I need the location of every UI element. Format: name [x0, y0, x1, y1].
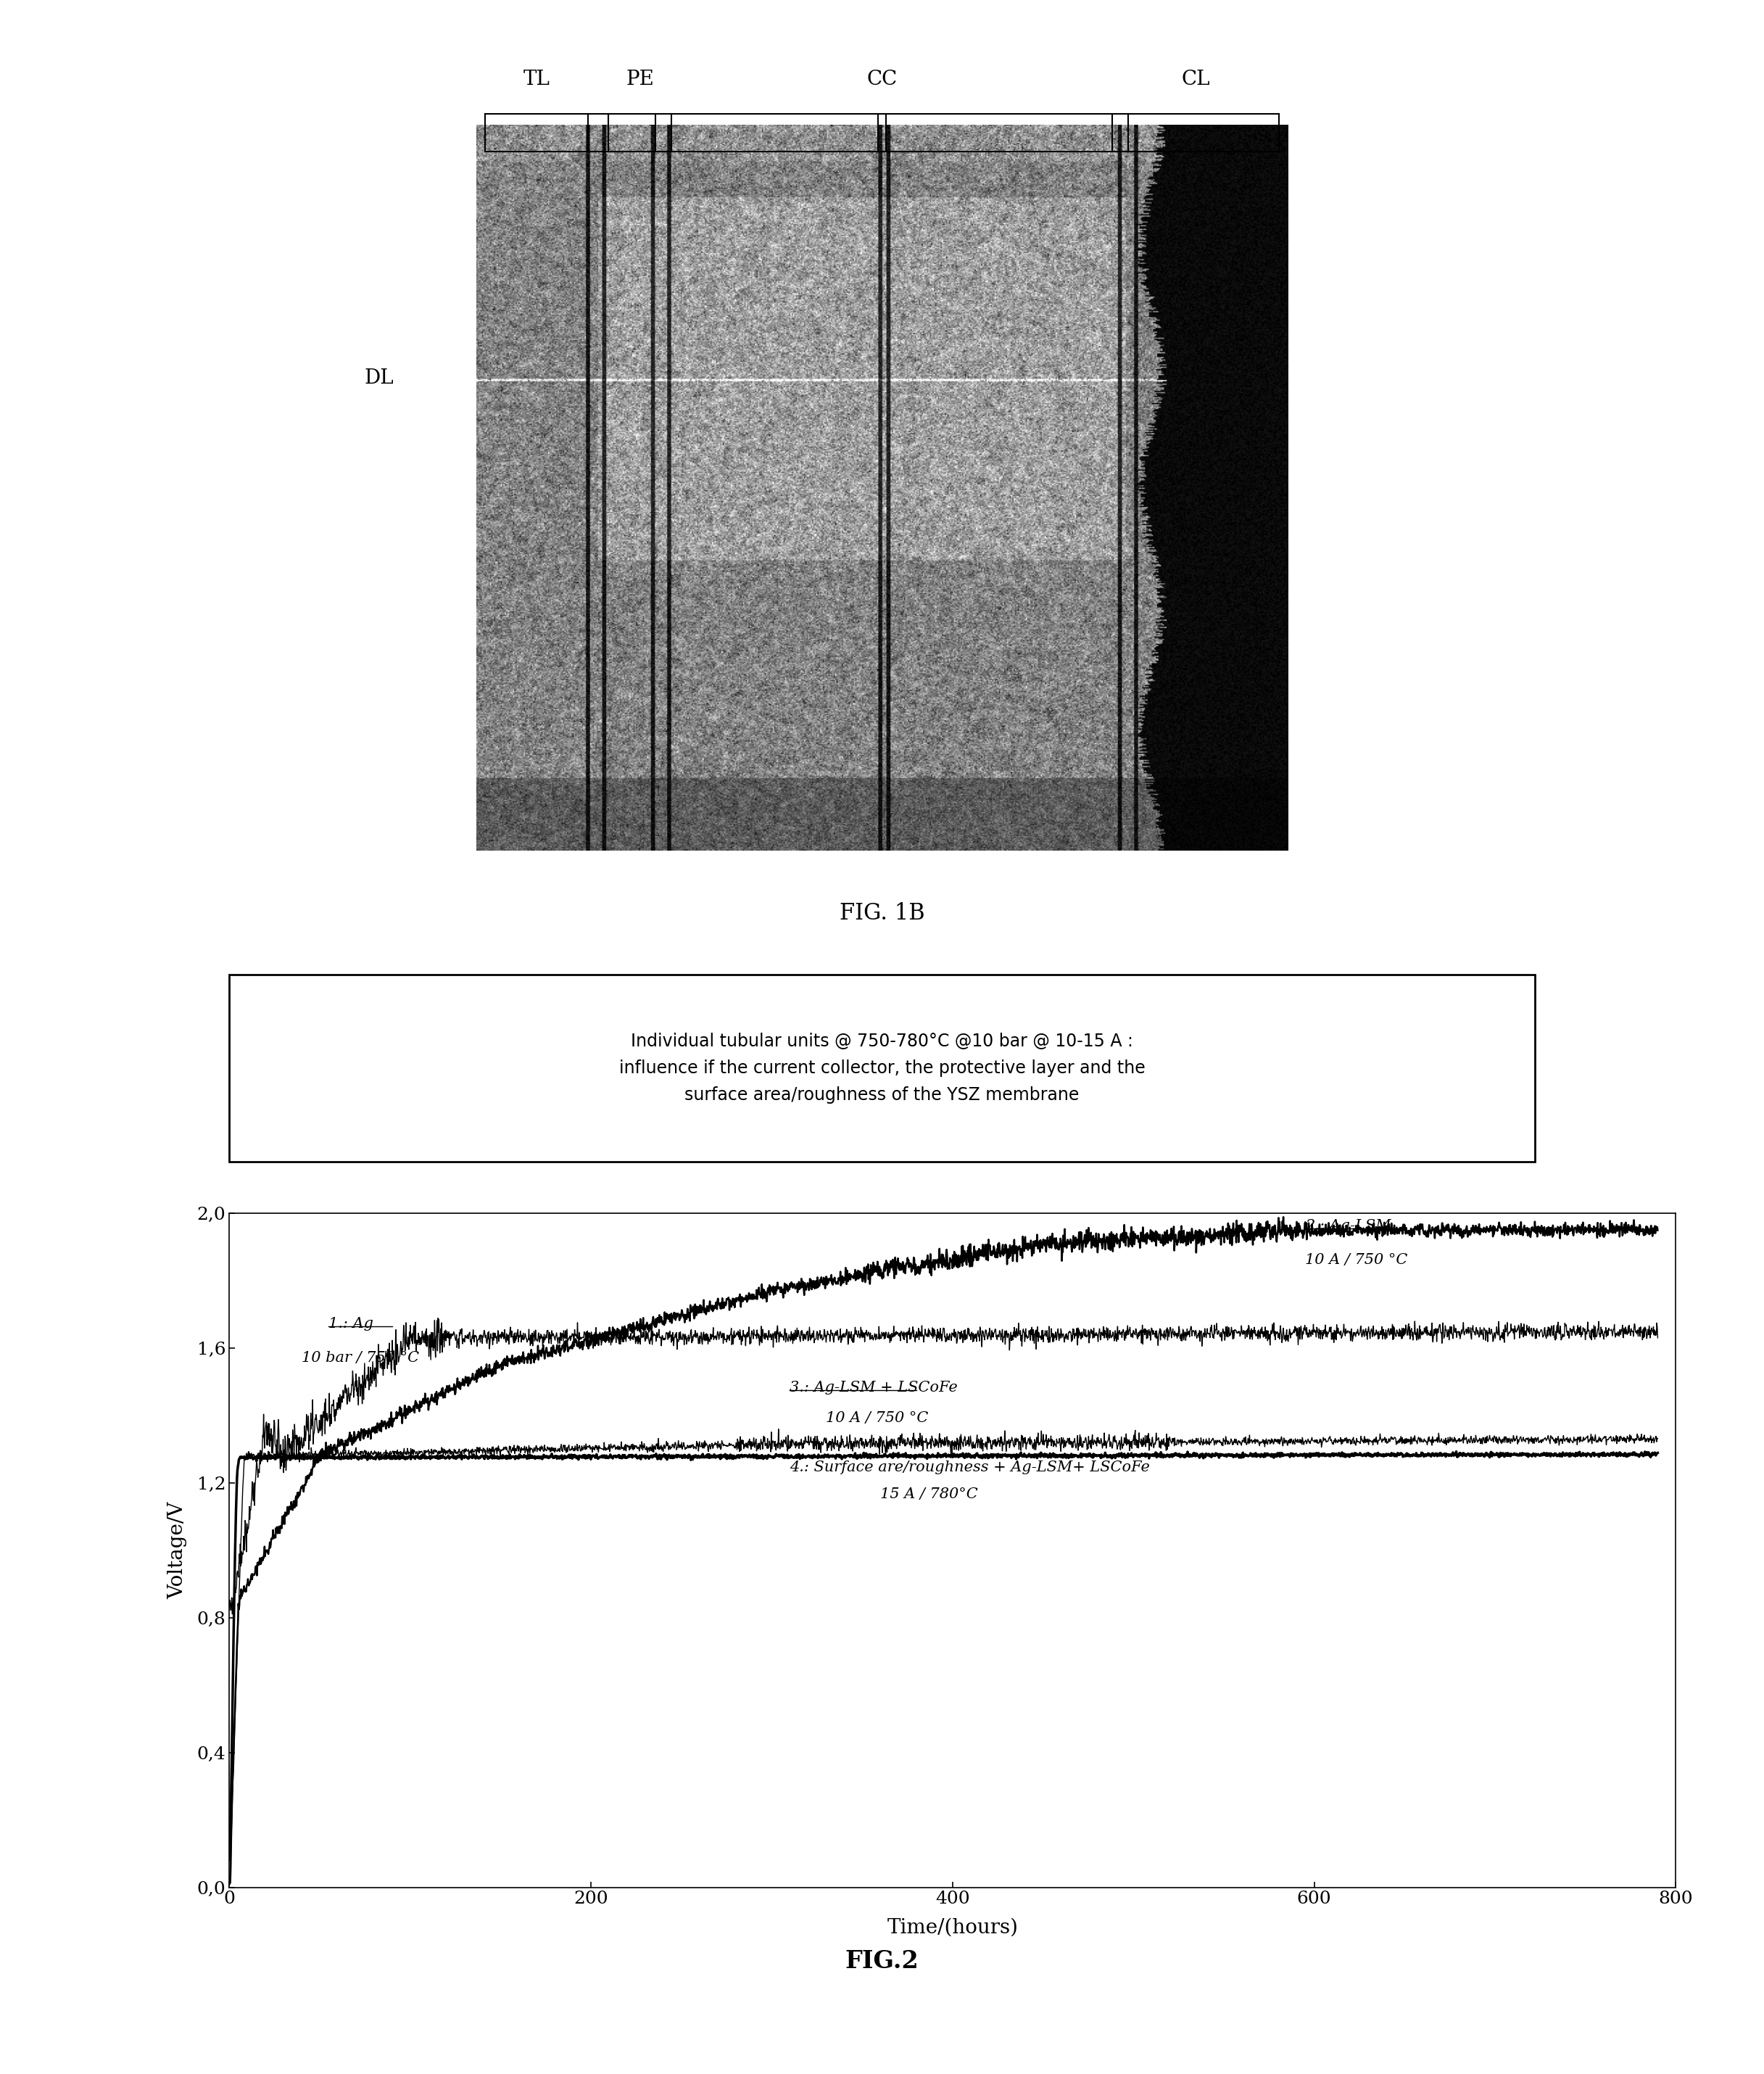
- Text: Individual tubular units @ 750-780°C @10 bar @ 10-15 A :
influence if the curren: Individual tubular units @ 750-780°C @10…: [619, 1033, 1145, 1103]
- Text: 4.: Surface are/roughness + Ag-LSM+ LSCoFe: 4.: Surface are/roughness + Ag-LSM+ LSCo…: [790, 1460, 1150, 1475]
- Text: 10 A / 750 °C: 10 A / 750 °C: [826, 1412, 928, 1425]
- Text: CL: CL: [1182, 71, 1210, 89]
- Text: FIG. 1B: FIG. 1B: [840, 902, 924, 925]
- X-axis label: Time/(hours): Time/(hours): [887, 1918, 1018, 1937]
- Text: CC: CC: [866, 71, 898, 89]
- Text: 10 A / 750 °C: 10 A / 750 °C: [1305, 1253, 1408, 1267]
- Text: FIG.2: FIG.2: [845, 1950, 919, 1974]
- Text: 10 bar / 750 °C: 10 bar / 750 °C: [302, 1350, 420, 1365]
- Y-axis label: Voltage/V: Voltage/V: [168, 1502, 187, 1599]
- Text: TL: TL: [524, 71, 550, 89]
- Text: 15 A / 780°C: 15 A / 780°C: [880, 1487, 977, 1502]
- Text: 2.: Ag-LSM: 2.: Ag-LSM: [1305, 1220, 1392, 1234]
- Text: DL: DL: [365, 369, 393, 388]
- Text: 1.: Ag: 1.: Ag: [328, 1317, 374, 1332]
- Text: PE: PE: [626, 71, 654, 89]
- Text: 3.: Ag-LSM + LSCoFe: 3.: Ag-LSM + LSCoFe: [790, 1381, 958, 1396]
- FancyBboxPatch shape: [229, 975, 1535, 1161]
